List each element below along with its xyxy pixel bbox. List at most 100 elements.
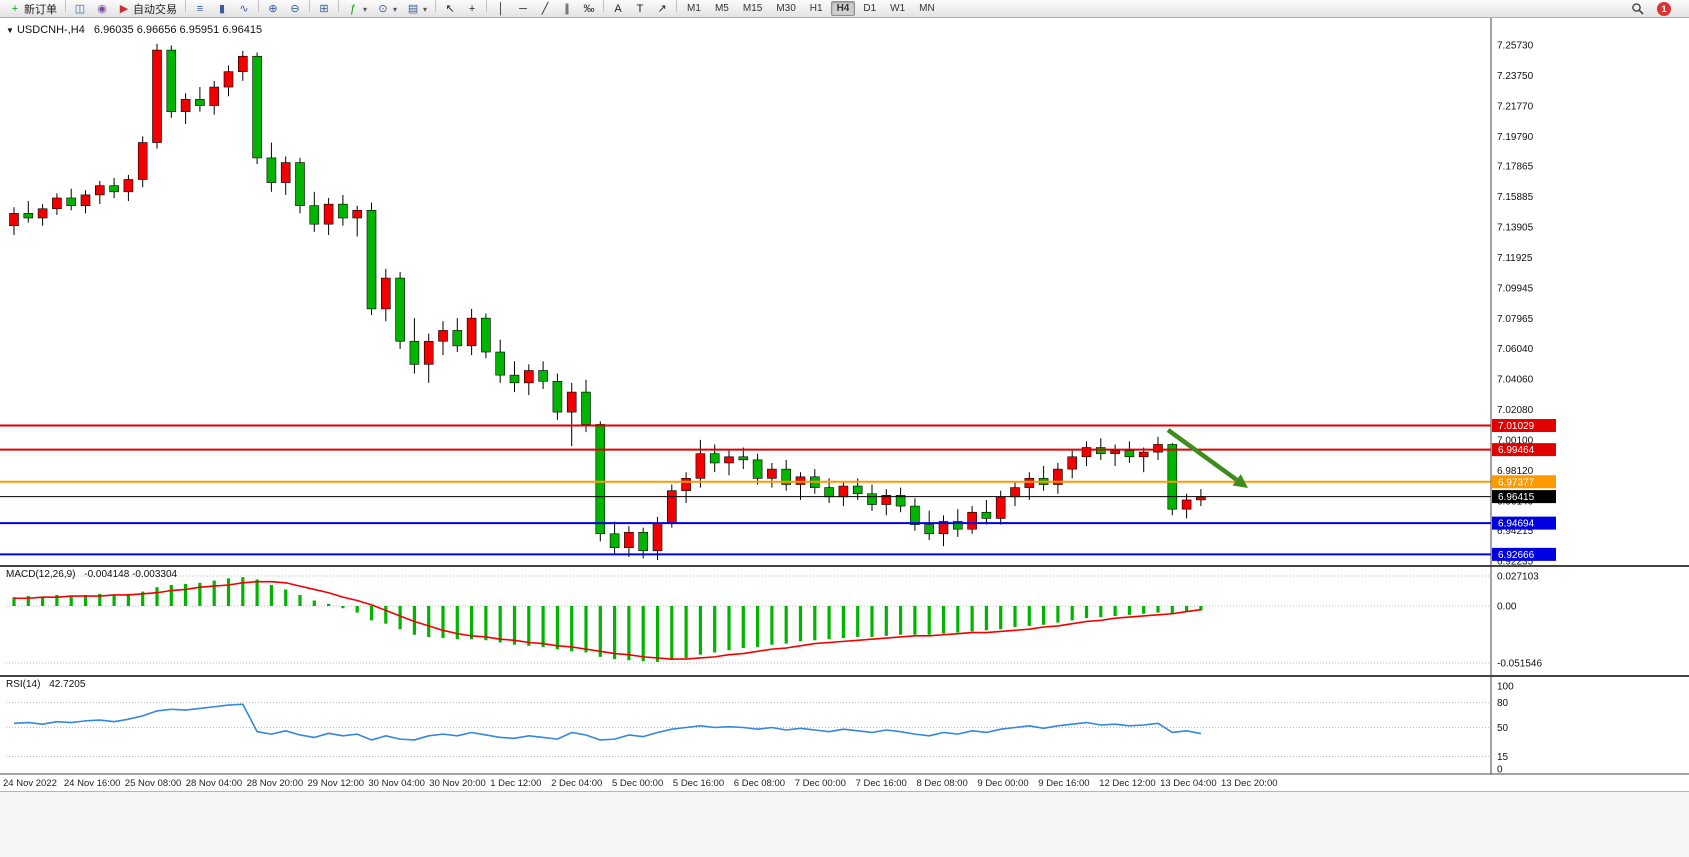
indicators-button[interactable]: ƒ ▾	[342, 0, 372, 18]
timeframe-D1[interactable]: D1	[863, 3, 877, 14]
price-axis-tick: 6.92235	[1497, 557, 1534, 568]
time-axis-label: 9 Dec 00:00	[977, 778, 1028, 789]
periods-icon: ⊙	[378, 3, 388, 15]
time-axis-label: 25 Nov 08:00	[125, 778, 182, 789]
templates-button[interactable]: ▤ ▾	[402, 0, 432, 18]
price-axis-tick: 7.11925	[1497, 253, 1533, 264]
price-axis-tick: 7.07965	[1497, 314, 1534, 325]
candle-body	[609, 533, 620, 548]
crosshair-button[interactable]: +	[461, 0, 483, 18]
candle-body	[37, 208, 48, 219]
candle-body	[1110, 450, 1120, 455]
timeframe-M15[interactable]: M15	[742, 3, 763, 14]
trendline-button[interactable]: ╱	[534, 0, 556, 18]
candle-body	[9, 213, 19, 227]
timeframe-MN[interactable]: MN	[919, 3, 935, 14]
rsi-axis-tick: 0	[1497, 765, 1503, 776]
macd-axis-tick: 0.027103	[1497, 572, 1539, 583]
candle-body	[1138, 451, 1149, 458]
line-chart-button[interactable]: ∿	[233, 0, 255, 18]
candle-body	[738, 456, 749, 461]
candle-body	[595, 424, 606, 535]
macd-signal-line	[14, 580, 1202, 660]
tile-windows-button[interactable]: ⊞	[313, 0, 335, 18]
price-label-6.94694: 6.94694	[1498, 519, 1535, 530]
fibonacci-button[interactable]: ‰	[578, 0, 600, 18]
text-label-button[interactable]: T	[629, 0, 651, 18]
candle-body	[910, 505, 920, 525]
candlestick-button[interactable]: ▮	[211, 0, 233, 18]
time-axis-label: 30 Nov 20:00	[429, 778, 486, 789]
channel-button[interactable]: ∥	[556, 0, 578, 18]
candle-body	[66, 197, 76, 206]
candle-body	[509, 374, 520, 384]
candle-body	[166, 49, 177, 113]
trendline-icon: ╱	[541, 3, 549, 15]
macd-axis-tick: -0.051546	[1497, 658, 1542, 669]
new-order-button[interactable]: + 新订单	[4, 0, 62, 18]
autotrading-button[interactable]: ▶ 自动交易	[113, 0, 182, 18]
timeframe-M1[interactable]: M1	[687, 3, 701, 14]
rsi-axis-tick: 100	[1497, 682, 1514, 693]
rsi-line	[13, 703, 1202, 741]
notification-badge[interactable]: 1	[1657, 1, 1671, 16]
candle-body	[895, 494, 906, 507]
candle-body	[824, 487, 834, 498]
time-axis-label: 24 Nov 16:00	[64, 778, 121, 789]
alerts-button[interactable]: ◉	[91, 0, 113, 18]
timeframe-W1[interactable]: W1	[890, 3, 906, 14]
text-icon: A	[614, 3, 622, 15]
candlestick-icon: ▮	[218, 3, 226, 15]
zoom-in-button[interactable]: ⊕	[262, 0, 284, 18]
toolbar-separator	[435, 0, 437, 12]
candle-body	[938, 521, 949, 535]
horizontal-line-button[interactable]: ─	[512, 0, 534, 18]
main-toolbar: + 新订单 ◫ ◉ ▶ 自动交易 ≡ ▮ ∿ ⊕ ⊖ ⊞ ƒ ▾ ⊙ ▾ ▤ ▾ ↖ + │ ─ ╱ ∥ ‰ A T ↗ M1 M5 M1…	[0, 0, 1689, 18]
chart-window: 0.027103 0.00 -0.051546 100 80 50 15 0 7.25730 7.…	[0, 18, 1689, 791]
candle-body	[581, 391, 591, 425]
candle-body	[323, 203, 334, 225]
candle-body	[23, 213, 34, 219]
candle-body	[280, 162, 291, 183]
charts-button[interactable]: ◫	[69, 0, 91, 18]
vertical-line-button[interactable]: │	[490, 0, 512, 18]
price-label-box-6.92666	[1492, 547, 1556, 561]
time-axis-label: 8 Dec 08:00	[917, 778, 968, 789]
candle-body	[481, 317, 491, 353]
candle-body	[981, 511, 992, 519]
candle-body	[995, 496, 1006, 519]
price-label-6.97377: 6.97377	[1498, 477, 1535, 488]
price-label-6.92666: 6.92666	[1498, 550, 1535, 561]
price-label-box-6.96415	[1492, 490, 1556, 504]
candle-body	[724, 456, 734, 464]
alerts-icon: ◉	[97, 3, 107, 15]
timeframe-H1[interactable]: H1	[809, 3, 823, 14]
candle-body	[652, 522, 663, 552]
candle-body	[309, 205, 320, 225]
chart-canvas[interactable]: 0.027103 0.00 -0.051546 100 80 50 15 0 7.25730 7.…	[0, 18, 1689, 791]
toolbar-separator	[65, 0, 66, 12]
cursor-button[interactable]: ↖	[439, 0, 461, 18]
timeframe-H4[interactable]: H4	[830, 1, 856, 16]
autotrading-icon: ▶	[119, 3, 129, 15]
bar-chart-button[interactable]: ≡	[189, 0, 211, 18]
candle-body	[1181, 499, 1192, 510]
timeframe-M30[interactable]: M30	[776, 3, 796, 14]
zoom-out-button[interactable]: ⊖	[284, 0, 306, 18]
candle-body	[80, 194, 91, 206]
search-button[interactable]	[1626, 0, 1649, 18]
search-icon	[1632, 3, 1644, 15]
text-button[interactable]: A	[607, 0, 629, 18]
time-axis-label: 13 Dec 20:00	[1221, 778, 1278, 789]
candle-body	[666, 490, 677, 524]
arrows-button[interactable]: ↗	[651, 0, 673, 18]
candle-body	[967, 511, 977, 530]
candle-body	[466, 317, 477, 347]
timeframe-M5[interactable]: M5	[714, 3, 729, 14]
candles-series	[9, 43, 1206, 560]
candle-body	[838, 485, 849, 498]
candle-body	[238, 55, 248, 72]
candle-body	[1053, 468, 1063, 485]
periods-button[interactable]: ⊙ ▾	[372, 0, 402, 18]
candle-body	[338, 203, 348, 219]
